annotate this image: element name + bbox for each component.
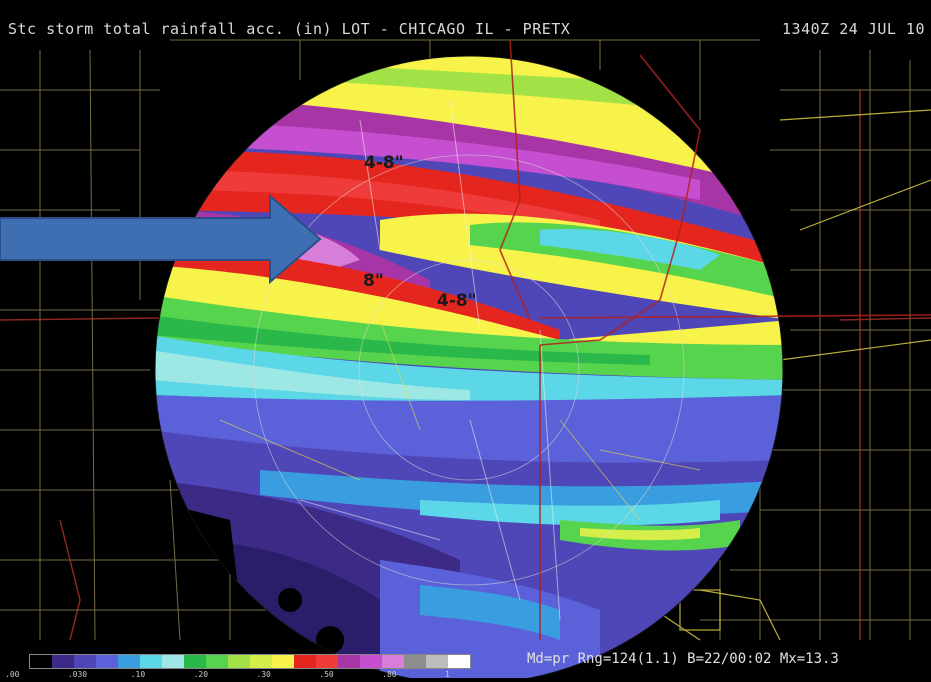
legend-swatch [206,655,228,668]
legend-swatch [74,655,96,668]
color-scale-ticks: .00 .030 .10 .20 .30 .50 .80 1 [5,670,465,679]
legend-swatch [228,655,250,668]
legend-swatch [30,655,52,668]
legend-swatch [294,655,316,668]
legend-swatch [404,655,426,668]
legend-swatch [140,655,162,668]
legend-swatch [448,655,470,668]
product-title: Stc storm total rainfall acc. (in) LOT -… [8,20,571,38]
arrow-icon [0,193,322,285]
radar-outline [154,55,784,682]
legend-tick-label: .80 [382,670,397,679]
annotation-8: 8" [363,271,384,291]
annotation-4-8-north: 4-8" [364,153,404,173]
legend-tick-label: 1 [445,670,450,679]
legend-swatch [52,655,74,668]
legend-swatch [250,655,272,668]
yellow-roads-outer [639,109,931,641]
annotation-4-8-south: 4-8" [437,291,477,311]
footer-status: Md=pr Rng=124(1.1) B=22/00:02 Mx=13.3 [527,651,839,667]
state-lines-outer [0,90,931,641]
legend-swatch [96,655,118,668]
legend-tick-label: .00 [5,670,20,679]
color-scale-legend [29,654,471,669]
state-lines-inner [499,39,931,640]
legend-tick-label: .10 [130,670,146,679]
legend-swatch [360,655,382,668]
legend-tick-label: .030 [67,670,88,679]
legend-tick-label: .30 [256,670,271,679]
timestamp: 1340Z 24 JUL 10 [782,20,925,38]
legend-swatch [426,655,448,668]
legend-tick-label: .50 [319,670,334,679]
legend-swatch [184,655,206,668]
radar-disc [155,56,783,682]
legend-swatch [382,655,404,668]
legend-tick-label: .20 [193,670,209,679]
legend-swatch [162,655,184,668]
legend-swatch [272,655,294,668]
legend-swatch [338,655,360,668]
legend-swatch [118,655,140,668]
legend-swatch [316,655,338,668]
